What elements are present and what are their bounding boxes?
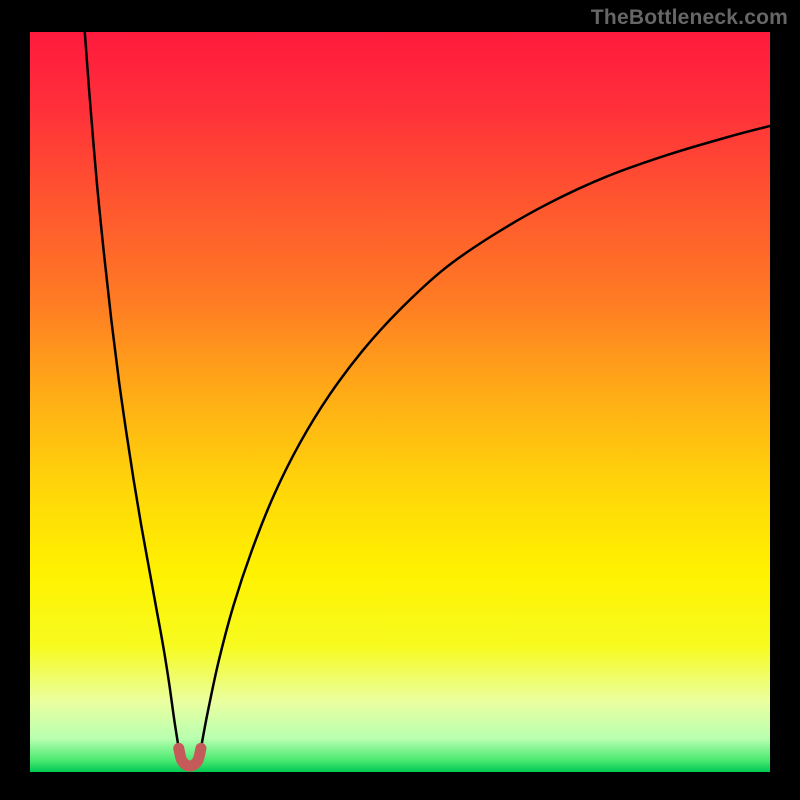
chart-svg: [30, 32, 770, 772]
watermark-text: TheBottleneck.com: [591, 6, 788, 30]
gradient-background: [30, 32, 770, 772]
plot-area: [30, 32, 770, 772]
chart-container: TheBottleneck.com: [0, 0, 800, 800]
